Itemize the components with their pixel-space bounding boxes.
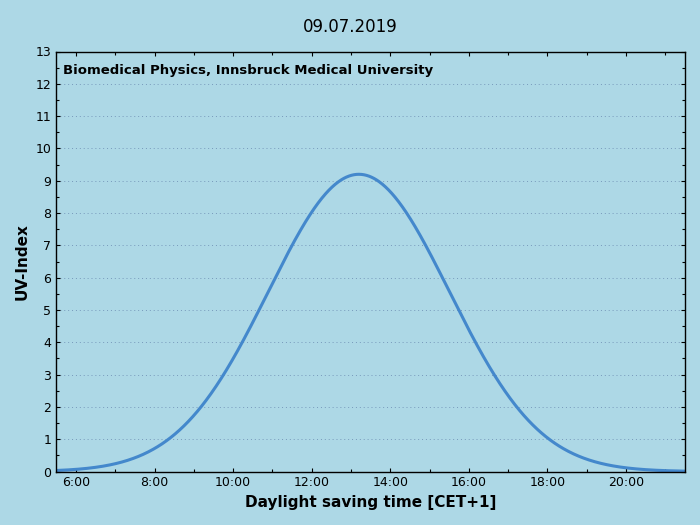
Y-axis label: UV-Index: UV-Index: [15, 223, 30, 300]
Text: Biomedical Physics, Innsbruck Medical University: Biomedical Physics, Innsbruck Medical Un…: [62, 64, 433, 77]
Text: 09.07.2019: 09.07.2019: [302, 18, 398, 36]
X-axis label: Daylight saving time [CET+1]: Daylight saving time [CET+1]: [245, 495, 496, 510]
